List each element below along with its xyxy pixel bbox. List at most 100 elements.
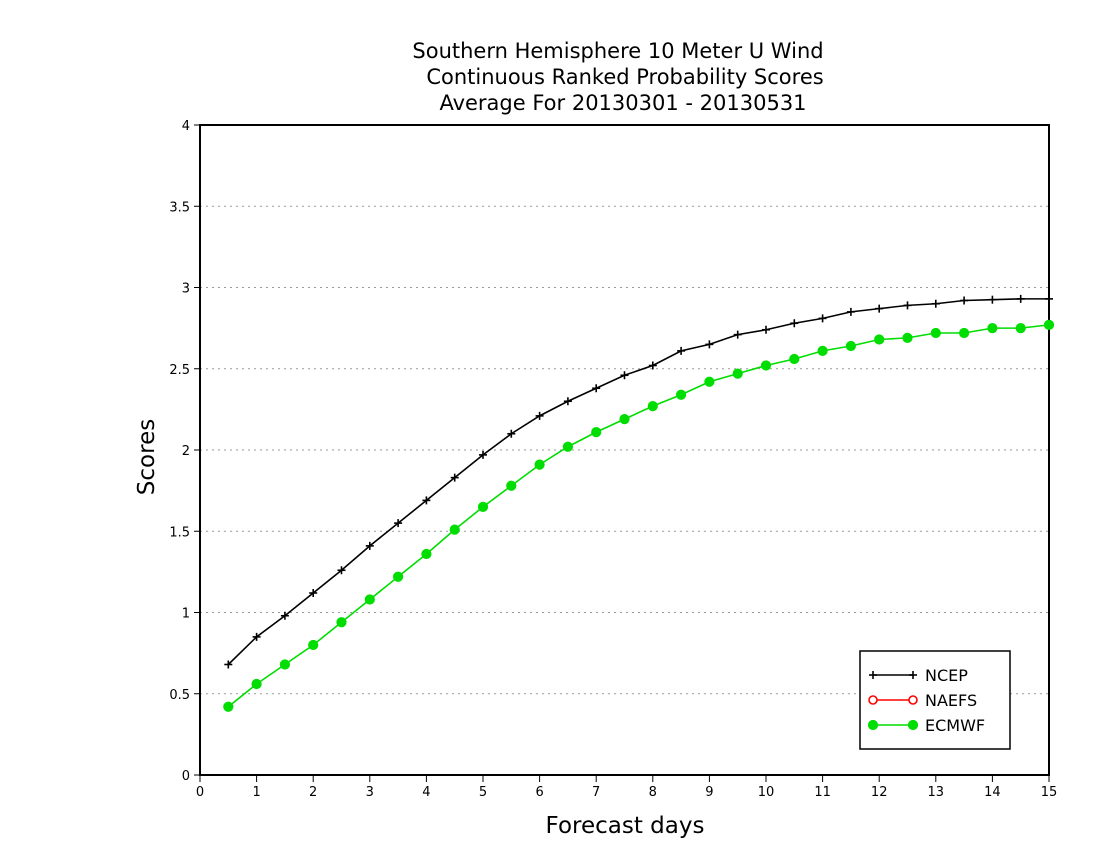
- legend-marker: [907, 719, 919, 731]
- legend-label: NAEFS: [925, 691, 977, 710]
- data-point-ecmwf: [393, 571, 404, 582]
- x-axis: 0 1 2 3 4 5 6 7 8 9 10 11 12 13 14 15: [196, 775, 1057, 800]
- legend-item-naefs: NAEFS: [868, 691, 977, 710]
- chart-title-line-1: Southern Hemisphere 10 Meter U Wind: [412, 39, 823, 63]
- data-point-ecmwf: [534, 459, 545, 470]
- data-point-ecmwf: [1015, 323, 1026, 334]
- data-point-ecmwf: [591, 427, 602, 438]
- y-tick-label: 3: [182, 282, 190, 297]
- data-point-ncep: [903, 301, 912, 310]
- data-point-ncep: [733, 330, 742, 339]
- data-point-ncep: [790, 319, 799, 328]
- data-point-ncep: [252, 632, 261, 641]
- x-tick-label: 5: [479, 785, 487, 800]
- data-point-ecmwf: [845, 340, 857, 352]
- y-tick-label: 0.5: [169, 688, 190, 703]
- data-point-ncep: [648, 361, 657, 370]
- data-point-ecmwf: [930, 327, 941, 339]
- x-tick-label: 11: [814, 785, 831, 800]
- data-point-ncep: [960, 296, 969, 305]
- data-point-ecmwf: [676, 389, 687, 400]
- x-tick-label: 6: [535, 785, 543, 800]
- data-point-ecmwf: [336, 617, 347, 628]
- data-point-ecmwf: [987, 323, 998, 334]
- data-point-ncep: [931, 299, 940, 308]
- x-tick-label: 9: [705, 785, 713, 800]
- data-point-ecmwf: [251, 678, 262, 690]
- data-point-ncep: [280, 611, 289, 620]
- data-point-ecmwf: [308, 639, 319, 651]
- y-tick-label: 1.5: [169, 525, 190, 540]
- data-point-ecmwf: [760, 360, 772, 371]
- legend-marker: [909, 671, 917, 679]
- legend-marker: [869, 671, 877, 679]
- legend-label: ECMWF: [925, 716, 985, 735]
- data-point-ncep: [1045, 294, 1053, 303]
- data-point-ncep: [450, 473, 459, 482]
- x-tick-label: 8: [649, 785, 657, 800]
- x-tick-label: 15: [1041, 785, 1058, 800]
- x-tick-label: 10: [758, 785, 775, 800]
- legend-marker: [908, 695, 918, 705]
- data-point-ecmwf: [223, 701, 234, 712]
- data-point-ncep: [422, 496, 431, 505]
- series-line-ecmwf: [227, 324, 1050, 708]
- legend-item-ecmwf: ECMWF: [867, 716, 985, 735]
- x-tick-label: 14: [984, 785, 1001, 800]
- data-point-ecmwf: [562, 441, 574, 452]
- data-point-ncep: [224, 660, 233, 669]
- data-point-ecmwf: [421, 548, 432, 560]
- y-axis: 0 0.5 1 1.5 2 2.5 3 3.5 4: [169, 119, 200, 784]
- y-tick-label: 2: [182, 444, 190, 459]
- data-point-ecmwf: [449, 524, 460, 535]
- y-axis-title: Scores: [134, 419, 160, 495]
- data-point-ecmwf: [789, 353, 800, 365]
- data-point-ecmwf: [902, 332, 913, 343]
- x-tick-label: 1: [252, 785, 260, 800]
- data-point-ecmwf: [874, 334, 885, 345]
- data-point-ecmwf: [647, 401, 658, 412]
- legend: NCEP NAEFS ECMWF: [859, 650, 1011, 750]
- legend-marker: [867, 719, 879, 731]
- data-point-ncep: [563, 397, 572, 406]
- data-point-ncep: [592, 384, 601, 393]
- x-tick-label: 0: [196, 785, 204, 800]
- data-point-ecmwf: [506, 480, 517, 491]
- x-axis-title: Forecast days: [546, 813, 705, 839]
- data-point-ncep: [875, 304, 884, 313]
- y-tick-label: 2.5: [169, 363, 190, 378]
- y-tick-label: 4: [182, 119, 190, 134]
- series-line-ncep: [227, 298, 1049, 666]
- legend-items: NCEP NAEFS ECMWF: [867, 666, 985, 735]
- x-tick-label: 13: [928, 785, 945, 800]
- x-tick-label: 2: [309, 785, 317, 800]
- data-point-ncep: [620, 371, 629, 380]
- data-point-ecmwf: [619, 414, 630, 425]
- gridlines: [200, 205, 1049, 695]
- data-point-ncep: [1016, 294, 1025, 303]
- legend-label: NCEP: [925, 666, 968, 685]
- data-point-ncep: [394, 519, 403, 528]
- data-point-ecmwf: [959, 327, 970, 339]
- chart-title-line-2: Continuous Ranked Probability Scores: [426, 65, 823, 89]
- x-tick-label: 12: [871, 785, 888, 800]
- x-tick-label: 3: [366, 785, 374, 800]
- series-ncep: [224, 294, 1053, 669]
- y-tick-label: 1: [182, 607, 190, 622]
- chart-title-line-3: Average For 20130301 - 20130531: [439, 91, 806, 115]
- data-point-ncep: [309, 589, 318, 597]
- y-tick-label: 0: [182, 769, 190, 784]
- data-point-ecmwf: [732, 368, 743, 379]
- data-point-ecmwf: [1043, 319, 1055, 330]
- data-point-ecmwf: [279, 659, 290, 670]
- series-ecmwf: [223, 319, 1055, 712]
- data-point-ecmwf: [704, 376, 715, 387]
- legend-item-ncep: NCEP: [869, 666, 968, 685]
- legend-marker: [868, 695, 878, 705]
- y-tick-label: 3.5: [169, 200, 190, 215]
- data-point-ncep: [535, 411, 544, 420]
- data-point-ecmwf: [817, 345, 828, 356]
- data-point-ncep: [846, 307, 855, 316]
- data-point-ecmwf: [477, 501, 489, 512]
- data-point-ncep: [507, 429, 516, 438]
